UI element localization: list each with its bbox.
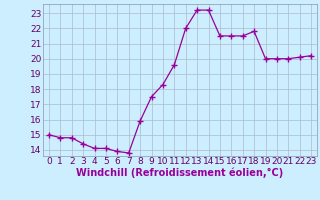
X-axis label: Windchill (Refroidissement éolien,°C): Windchill (Refroidissement éolien,°C) xyxy=(76,168,284,178)
